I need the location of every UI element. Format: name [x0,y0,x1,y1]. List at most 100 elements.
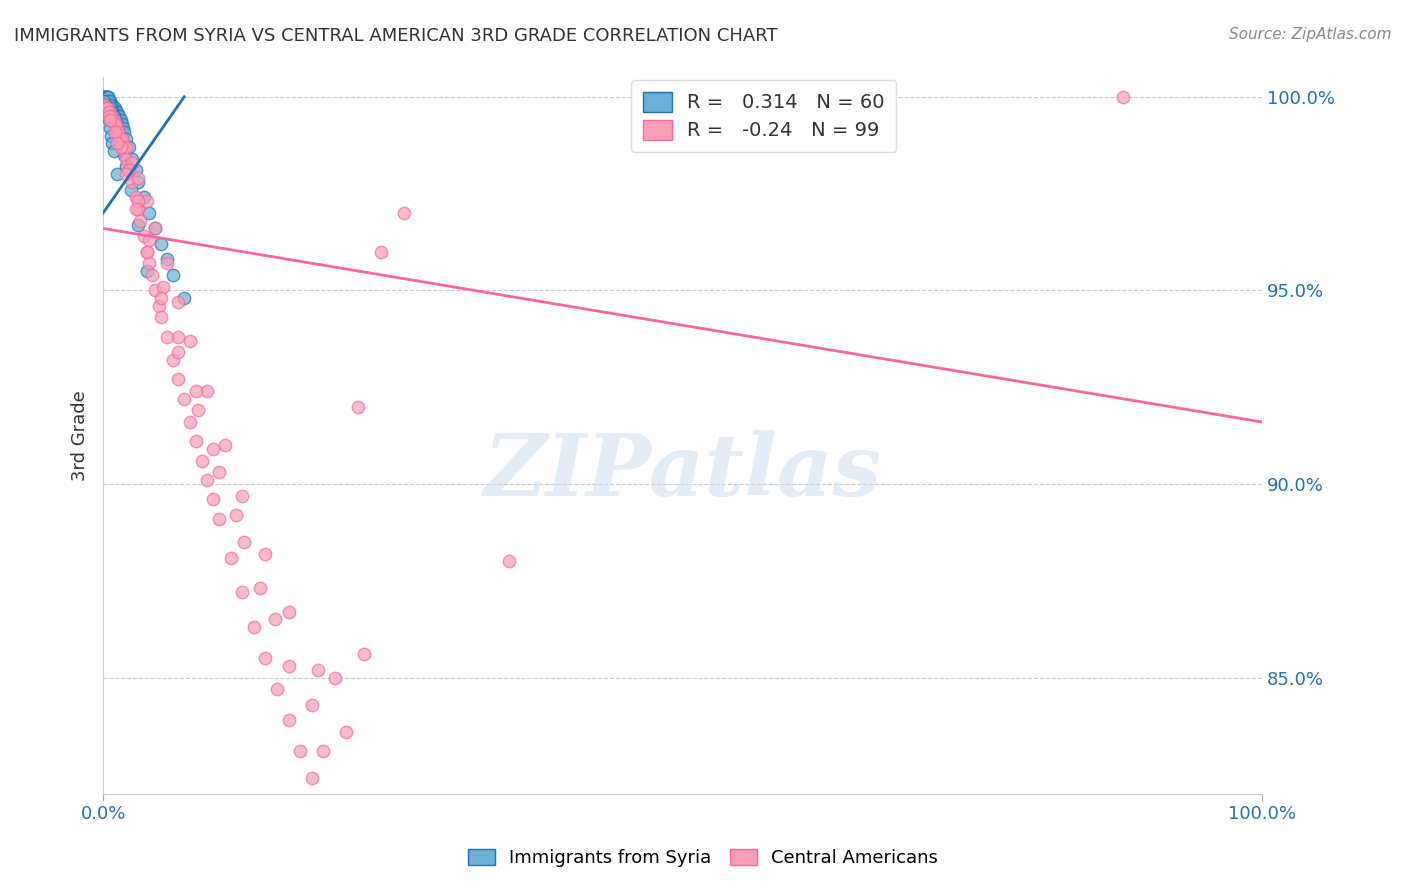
Point [104,117,127,131]
Point [96,90,118,104]
Point [97,113,120,128]
Point [184,384,207,398]
Point [124,163,146,178]
Point [104,125,127,139]
Point [312,798,335,813]
Point [150,310,173,325]
Point [104,117,127,131]
Y-axis label: 3rd Grade: 3rd Grade [72,390,89,481]
Point [100,102,122,116]
Point [121,155,143,169]
Point [105,120,128,135]
Point [323,671,346,685]
Point [347,400,370,414]
Point [498,554,520,568]
Point [219,550,242,565]
Point [136,244,159,259]
Point [108,109,131,123]
Point [173,291,195,305]
Point [111,136,134,151]
Point [127,175,149,189]
Point [187,403,209,417]
Point [97,105,120,120]
Point [121,152,143,166]
Point [111,132,134,146]
Point [370,244,392,259]
Point [202,442,225,456]
Point [141,268,163,282]
Point [96,102,118,116]
Point [117,163,139,178]
Point [96,102,118,116]
Point [132,190,155,204]
Point [101,113,124,128]
Point [98,109,121,123]
Point [225,508,247,522]
Point [97,105,120,120]
Point [105,120,128,135]
Point [104,105,127,120]
Point [97,105,120,120]
Point [150,291,173,305]
Point [100,109,122,123]
Point [101,136,124,151]
Point [97,90,120,104]
Point [94,90,117,104]
Point [94,97,117,112]
Point [312,744,335,758]
Point [94,102,117,116]
Legend: Immigrants from Syria, Central Americans: Immigrants from Syria, Central Americans [461,841,945,874]
Point [277,659,299,673]
Point [132,229,155,244]
Point [127,202,149,216]
Point [104,113,127,128]
Point [156,330,179,344]
Point [167,372,190,386]
Point [115,160,138,174]
Point [249,582,271,596]
Point [93,97,115,112]
Point [173,392,195,406]
Point [127,171,149,186]
Legend: R =   0.314   N = 60, R =   -0.24   N = 99: R = 0.314 N = 60, R = -0.24 N = 99 [631,80,897,153]
Text: IMMIGRANTS FROM SYRIA VS CENTRAL AMERICAN 3RD GRADE CORRELATION CHART: IMMIGRANTS FROM SYRIA VS CENTRAL AMERICA… [14,27,778,45]
Point [111,136,134,151]
Point [179,334,201,348]
Point [93,90,115,104]
Point [143,284,166,298]
Text: Source: ZipAtlas.com: Source: ZipAtlas.com [1229,27,1392,42]
Point [93,90,115,104]
Point [112,144,135,158]
Point [97,90,120,104]
Point [263,612,285,626]
Point [104,117,127,131]
Point [101,97,124,112]
Point [98,97,121,112]
Point [121,175,143,189]
Point [394,206,416,220]
Point [148,299,170,313]
Point [150,236,173,251]
Point [138,256,160,270]
Point [266,682,288,697]
Point [129,213,152,227]
Point [98,113,121,128]
Point [117,140,139,154]
Point [124,190,146,204]
Point [301,698,323,712]
Point [197,473,219,487]
Point [138,233,160,247]
Point [136,244,159,259]
Point [107,109,129,123]
Point [103,109,125,123]
Point [233,535,256,549]
Point [179,415,201,429]
Point [208,466,231,480]
Point [156,252,179,267]
Point [110,113,132,128]
Point [136,264,159,278]
Point [98,120,121,135]
Point [162,268,184,282]
Point [96,102,118,116]
Point [208,512,231,526]
